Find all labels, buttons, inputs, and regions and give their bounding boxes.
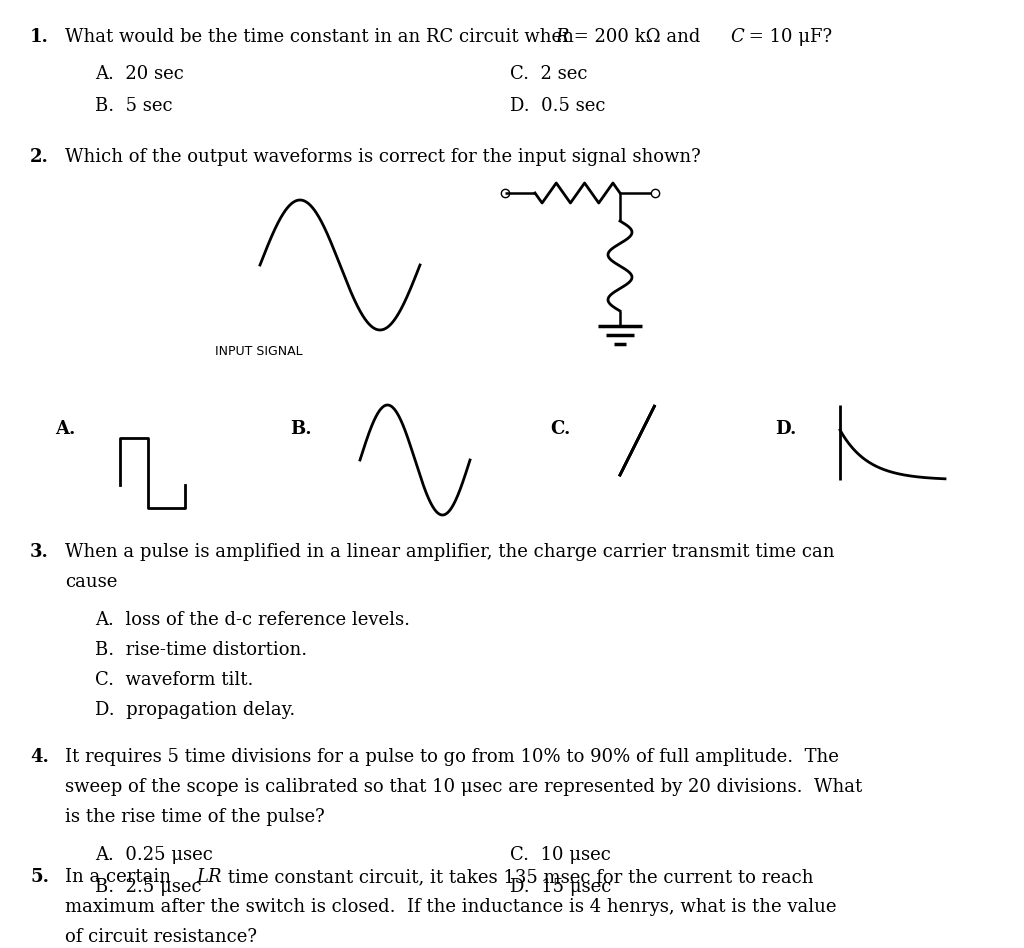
Text: When a pulse is amplified in a linear amplifier, the charge carrier transmit tim: When a pulse is amplified in a linear am… bbox=[65, 543, 835, 561]
Text: 4.: 4. bbox=[30, 748, 49, 766]
Text: C: C bbox=[730, 28, 743, 46]
Text: B.  5 sec: B. 5 sec bbox=[95, 97, 173, 115]
Text: What would be the time constant in an RC circuit when: What would be the time constant in an RC… bbox=[65, 28, 580, 46]
Text: R: R bbox=[555, 28, 568, 46]
Text: C.  10 μsec: C. 10 μsec bbox=[510, 846, 611, 864]
Text: D.  propagation delay.: D. propagation delay. bbox=[95, 701, 295, 719]
Text: A.  0.25 μsec: A. 0.25 μsec bbox=[95, 846, 213, 864]
Text: = 10 μF?: = 10 μF? bbox=[743, 28, 833, 46]
Text: cause: cause bbox=[65, 573, 118, 591]
Text: D.  0.5 sec: D. 0.5 sec bbox=[510, 97, 605, 115]
Text: D.  15 μsec: D. 15 μsec bbox=[510, 878, 611, 896]
Text: A.  20 sec: A. 20 sec bbox=[95, 65, 184, 83]
Text: It requires 5 time divisions for a pulse to go from 10% to 90% of full amplitude: It requires 5 time divisions for a pulse… bbox=[65, 748, 839, 766]
Text: A.: A. bbox=[55, 420, 76, 438]
Text: C.  waveform tilt.: C. waveform tilt. bbox=[95, 671, 253, 689]
Text: = 200 kΩ and: = 200 kΩ and bbox=[568, 28, 707, 46]
Text: C.: C. bbox=[550, 420, 570, 438]
Text: B.  2.5 μsec: B. 2.5 μsec bbox=[95, 878, 202, 896]
Text: sweep of the scope is calibrated so that 10 μsec are represented by 20 divisions: sweep of the scope is calibrated so that… bbox=[65, 778, 862, 796]
Text: INPUT SIGNAL: INPUT SIGNAL bbox=[215, 345, 303, 358]
Text: A.  loss of the d-c reference levels.: A. loss of the d-c reference levels. bbox=[95, 611, 410, 629]
Text: LR: LR bbox=[196, 868, 221, 886]
Text: 3.: 3. bbox=[30, 543, 49, 561]
Text: 5.: 5. bbox=[30, 868, 49, 886]
Text: of circuit resistance?: of circuit resistance? bbox=[65, 928, 257, 946]
Text: maximum after the switch is closed.  If the inductance is 4 henrys, what is the : maximum after the switch is closed. If t… bbox=[65, 898, 837, 916]
Text: time constant circuit, it takes 135 msec for the current to reach: time constant circuit, it takes 135 msec… bbox=[222, 868, 813, 886]
Text: D.: D. bbox=[775, 420, 797, 438]
Text: Which of the output waveforms is correct for the input signal shown?: Which of the output waveforms is correct… bbox=[65, 148, 700, 166]
Text: 1.: 1. bbox=[30, 28, 49, 46]
Text: C.  2 sec: C. 2 sec bbox=[510, 65, 588, 83]
Text: is the rise time of the pulse?: is the rise time of the pulse? bbox=[65, 808, 325, 826]
Text: B.  rise-time distortion.: B. rise-time distortion. bbox=[95, 641, 307, 659]
Text: B.: B. bbox=[290, 420, 311, 438]
Text: In a certain: In a certain bbox=[65, 868, 177, 886]
Text: 2.: 2. bbox=[30, 148, 49, 166]
